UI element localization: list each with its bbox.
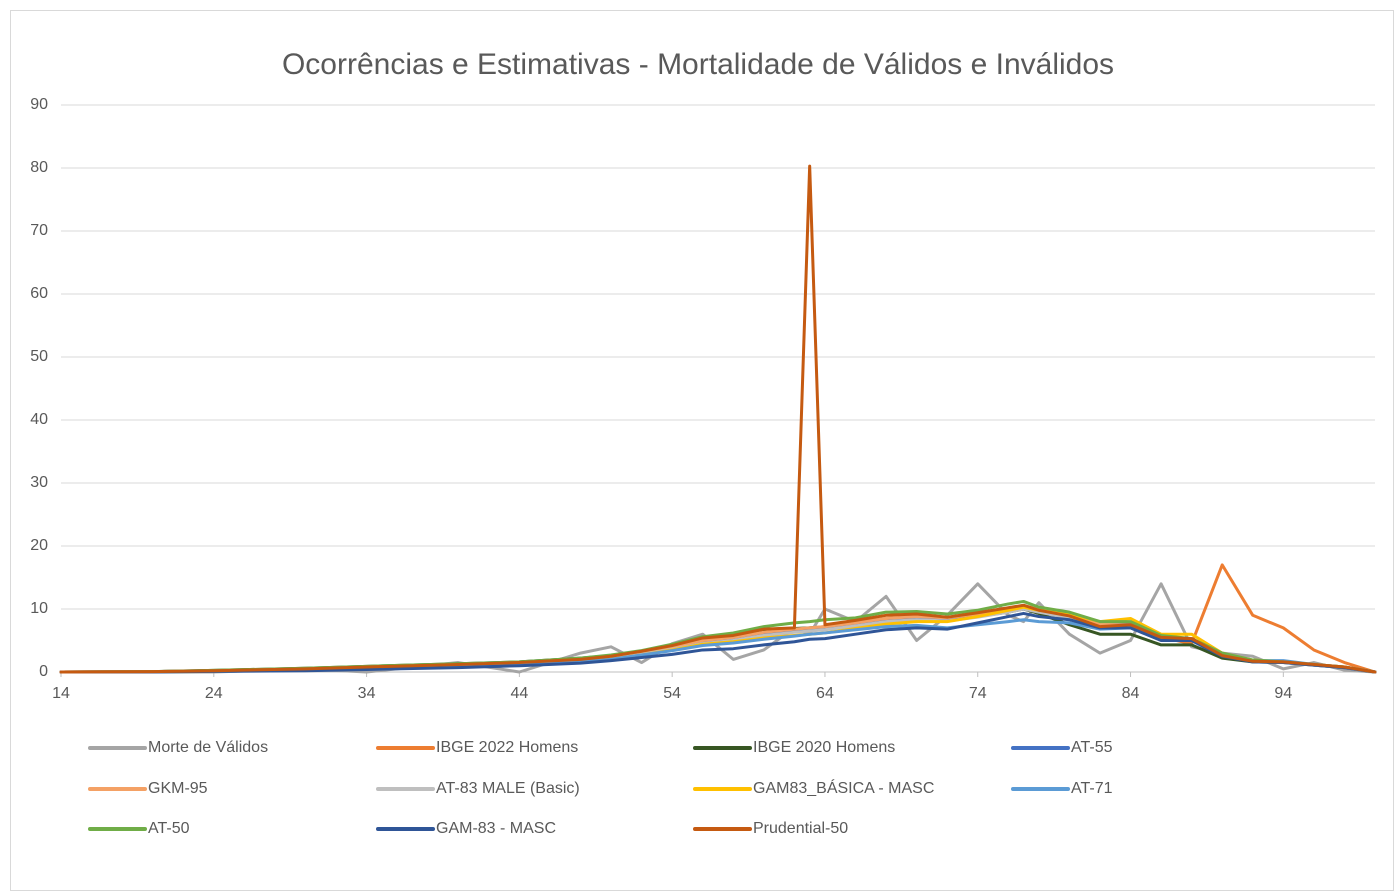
legend-label: GAM-83 - MASC (436, 820, 556, 837)
x-tick-label: 24 (205, 685, 223, 702)
x-tick-label: 44 (510, 685, 528, 702)
x-tick-label: 94 (1274, 685, 1292, 702)
y-tick-label: 80 (30, 159, 48, 176)
x-tick-label: 74 (969, 685, 987, 702)
y-tick-label: 40 (30, 411, 48, 428)
y-tick-label: 60 (30, 285, 48, 302)
y-tick-label: 70 (30, 222, 48, 239)
y-tick-label: 10 (30, 600, 48, 617)
legend-label: GKM-95 (148, 780, 208, 797)
x-tick-label: 54 (663, 685, 681, 702)
y-tick-label: 0 (39, 663, 48, 680)
legend-label: AT-55 (1071, 739, 1113, 756)
legend-label: Prudential-50 (753, 820, 848, 837)
chart-border (10, 10, 1394, 891)
x-tick-label: 84 (1122, 685, 1140, 702)
legend-label: AT-71 (1071, 780, 1113, 797)
x-tick-label: 14 (52, 685, 70, 702)
x-tick-label: 34 (358, 685, 376, 702)
legend-label: AT-50 (148, 820, 190, 837)
legend-label: IBGE 2022 Homens (436, 739, 578, 756)
x-tick-label: 64 (816, 685, 834, 702)
y-tick-label: 30 (30, 474, 48, 491)
legend-label: AT-83 MALE (Basic) (436, 780, 580, 797)
y-tick-label: 20 (30, 537, 48, 554)
chart-title: Ocorrências e Estimativas - Mortalidade … (282, 48, 1114, 81)
y-tick-label: 50 (30, 348, 48, 365)
legend-label: IBGE 2020 Homens (753, 739, 895, 756)
series-line (59, 164, 1377, 674)
y-tick-label: 90 (30, 96, 48, 113)
legend-label: Morte de Válidos (148, 739, 268, 756)
legend-label: GAM83_BÁSICA - MASC (753, 778, 934, 797)
